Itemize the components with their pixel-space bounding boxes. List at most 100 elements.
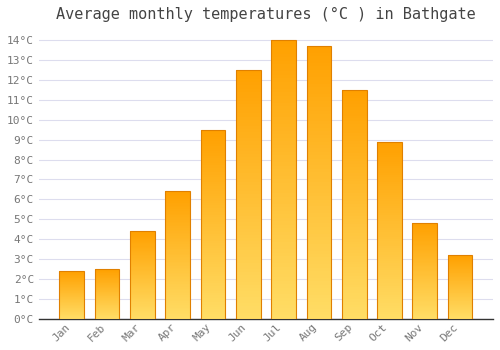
- Bar: [412, 247, 437, 248]
- Bar: [377, 308, 402, 310]
- Bar: [166, 270, 190, 271]
- Bar: [306, 84, 331, 87]
- Bar: [166, 238, 190, 239]
- Bar: [377, 312, 402, 314]
- Bar: [377, 162, 402, 164]
- Bar: [166, 203, 190, 204]
- Bar: [130, 262, 155, 263]
- Bar: [60, 283, 84, 284]
- Bar: [94, 309, 120, 310]
- Bar: [200, 170, 226, 172]
- Bar: [166, 290, 190, 292]
- Bar: [412, 230, 437, 232]
- Bar: [342, 176, 366, 178]
- Bar: [448, 290, 472, 291]
- Bar: [60, 305, 84, 306]
- Bar: [448, 306, 472, 307]
- Bar: [342, 233, 366, 236]
- Bar: [306, 186, 331, 189]
- Bar: [377, 168, 402, 170]
- Bar: [94, 318, 120, 319]
- Bar: [236, 281, 260, 285]
- Bar: [166, 306, 190, 308]
- Bar: [448, 318, 472, 319]
- Bar: [166, 198, 190, 199]
- Bar: [412, 293, 437, 294]
- Bar: [271, 110, 296, 113]
- Bar: [236, 216, 260, 219]
- Bar: [166, 231, 190, 233]
- Bar: [236, 313, 260, 316]
- Bar: [412, 250, 437, 251]
- Bar: [166, 316, 190, 317]
- Bar: [342, 224, 366, 227]
- Bar: [60, 295, 84, 296]
- Bar: [448, 261, 472, 262]
- Bar: [200, 163, 226, 165]
- Bar: [342, 136, 366, 139]
- Bar: [412, 296, 437, 297]
- Bar: [130, 259, 155, 260]
- Bar: [94, 315, 120, 316]
- Bar: [377, 190, 402, 192]
- Bar: [306, 114, 331, 118]
- Bar: [271, 301, 296, 305]
- Bar: [271, 225, 296, 228]
- Bar: [271, 239, 296, 242]
- Bar: [306, 46, 331, 49]
- Bar: [130, 317, 155, 318]
- Bar: [377, 232, 402, 235]
- Bar: [200, 151, 226, 153]
- Bar: [60, 297, 84, 298]
- Bar: [130, 238, 155, 239]
- Bar: [377, 264, 402, 266]
- Bar: [271, 221, 296, 225]
- Bar: [412, 287, 437, 288]
- Bar: [166, 279, 190, 281]
- Bar: [200, 212, 226, 215]
- Bar: [271, 204, 296, 207]
- Bar: [271, 85, 296, 89]
- Bar: [130, 292, 155, 293]
- Bar: [130, 313, 155, 315]
- Bar: [377, 142, 402, 319]
- Bar: [236, 98, 260, 101]
- Bar: [200, 172, 226, 175]
- Bar: [130, 273, 155, 274]
- Bar: [200, 276, 226, 279]
- Bar: [306, 217, 331, 220]
- Bar: [448, 287, 472, 288]
- Bar: [236, 132, 260, 135]
- Bar: [166, 252, 190, 253]
- Bar: [306, 299, 331, 302]
- Bar: [236, 204, 260, 207]
- Bar: [271, 200, 296, 204]
- Bar: [166, 289, 190, 290]
- Bar: [412, 307, 437, 308]
- Bar: [412, 259, 437, 260]
- Bar: [60, 307, 84, 308]
- Bar: [60, 276, 84, 277]
- Bar: [377, 279, 402, 281]
- Bar: [342, 199, 366, 202]
- Bar: [377, 217, 402, 219]
- Bar: [236, 185, 260, 188]
- Bar: [130, 288, 155, 289]
- Bar: [342, 259, 366, 261]
- Bar: [236, 247, 260, 250]
- Bar: [271, 71, 296, 75]
- Bar: [200, 182, 226, 184]
- Bar: [412, 254, 437, 256]
- Bar: [306, 66, 331, 70]
- Bar: [306, 77, 331, 80]
- Bar: [236, 297, 260, 300]
- Bar: [200, 210, 226, 212]
- Bar: [448, 272, 472, 273]
- Bar: [342, 270, 366, 273]
- Bar: [130, 289, 155, 290]
- Bar: [94, 310, 120, 311]
- Bar: [306, 244, 331, 247]
- Bar: [130, 304, 155, 306]
- Bar: [236, 113, 260, 117]
- Bar: [130, 252, 155, 253]
